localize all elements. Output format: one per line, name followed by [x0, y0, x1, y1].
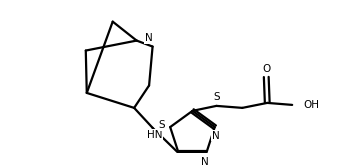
Text: HN: HN — [147, 130, 162, 140]
Text: O: O — [262, 64, 270, 74]
Text: N: N — [145, 33, 153, 43]
Text: N: N — [201, 157, 209, 166]
Text: OH: OH — [303, 100, 320, 110]
Text: S: S — [213, 92, 220, 102]
Text: N: N — [212, 130, 220, 141]
Text: S: S — [159, 120, 165, 130]
